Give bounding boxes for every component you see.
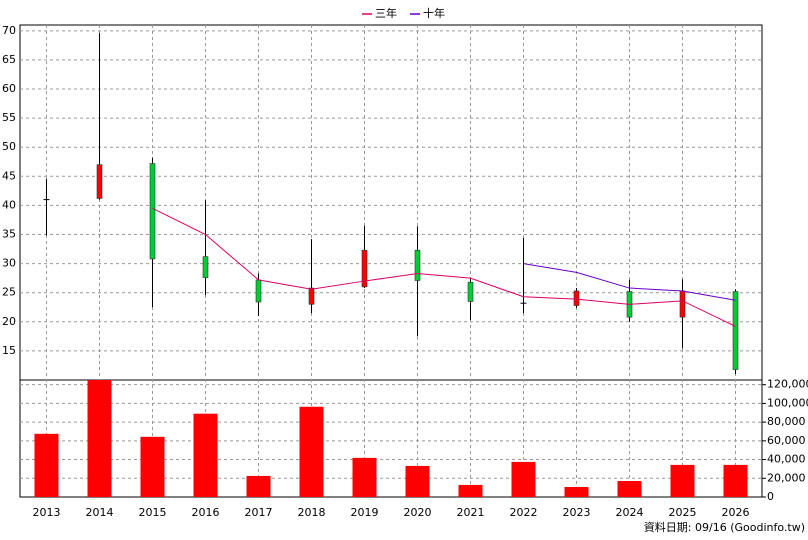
volume-bar [405,465,430,497]
candle-body [414,249,421,281]
legend-label: 十年 [423,6,445,20]
candle-body [255,279,262,303]
volume-bar [87,380,112,497]
x-tick-label: 2018 [298,506,326,519]
y-tick-label: 70 [2,24,16,37]
volume-bar [299,406,324,497]
volume-bar [564,486,589,497]
candle-body [573,290,580,306]
y2-tick-label: 120,000 [767,378,808,391]
volume-bar [511,461,536,497]
candle-body [732,291,739,370]
y-tick-label: 25 [2,286,16,299]
x-tick-label: 2024 [616,506,644,519]
y2-tick-label: 60,000 [767,434,806,447]
y-tick-label: 60 [2,82,16,95]
volume-bar [723,464,748,497]
candle-body [679,290,686,318]
y2-tick-label: 100,000 [767,396,808,409]
legend-label: 三年 [375,6,397,20]
y-tick-label: 30 [2,257,16,270]
x-tick-label: 2017 [245,506,273,519]
x-tick-label: 2020 [404,506,432,519]
candle-body [202,256,209,278]
volume-bar [352,457,377,497]
plot-frame [19,24,763,498]
y-tick-label: 40 [2,198,16,211]
volume-bar [34,433,59,497]
candle-body [149,163,156,260]
x-tick-label: 2022 [510,506,538,519]
candle-body [308,287,315,305]
x-tick-label: 2013 [33,506,61,519]
y2-tick-label: 0 [767,490,774,503]
line-series [152,207,736,327]
y2-tick-label: 40,000 [767,453,806,466]
y2-tick-label: 80,000 [767,415,806,428]
x-tick-label: 2026 [722,506,750,519]
x-tick-label: 2025 [669,506,697,519]
y-tick-label: 35 [2,228,16,241]
x-tick-label: 2016 [192,506,220,519]
x-tick-label: 2021 [457,506,485,519]
y-tick-label: 20 [2,315,16,328]
volume-bar [617,480,642,497]
volume-bar [246,475,271,497]
x-tick-label: 2015 [139,506,167,519]
volume-bar [193,413,218,497]
candle-body [96,164,103,199]
y-tick-label: 50 [2,140,16,153]
candle-body [467,281,474,302]
x-tick-label: 2019 [351,506,379,519]
candle-body [361,249,368,288]
y-tick-label: 55 [2,111,16,124]
volume-bar [458,484,483,497]
volume-bar [140,436,165,497]
line-series [523,263,736,301]
x-tick-label: 2014 [86,506,114,519]
x-tick-label: 2023 [563,506,591,519]
volume-bar [670,464,695,497]
footnote: 資料日期: 09/16 (Goodinfo.tw) [644,520,805,534]
y-tick-label: 65 [2,53,16,66]
y-tick-label: 15 [2,344,16,357]
y2-tick-label: 20,000 [767,471,806,484]
y-tick-label: 45 [2,169,16,182]
